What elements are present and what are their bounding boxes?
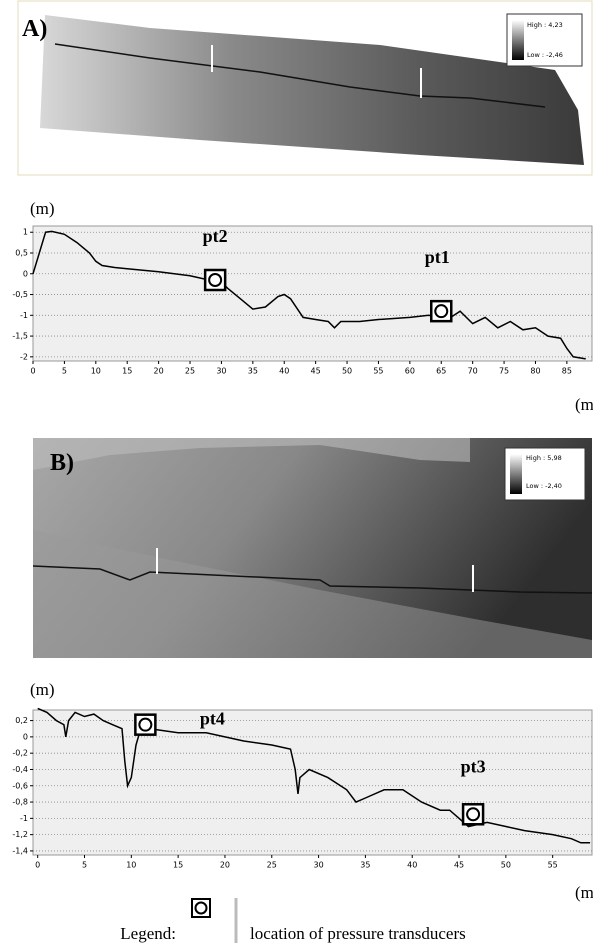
marker-label: pt3 bbox=[461, 756, 486, 776]
y-tick-label: -2 bbox=[20, 352, 28, 361]
transducer-marker-ring bbox=[434, 304, 449, 319]
scale-low: Low : -2,40 bbox=[526, 482, 562, 490]
x-tick-label: 65 bbox=[436, 367, 446, 376]
y-tick-label: -1 bbox=[20, 311, 28, 320]
y-axis-label: (m) bbox=[30, 680, 55, 699]
terrain-relief bbox=[33, 438, 470, 470]
transducer-marker-ring bbox=[138, 717, 153, 732]
y-tick-label: -1,5 bbox=[12, 332, 28, 341]
x-tick-label: 20 bbox=[154, 367, 164, 376]
y-tick-label: -1,2 bbox=[12, 830, 28, 839]
x-tick-label: 40 bbox=[279, 367, 289, 376]
profile-line bbox=[32, 565, 593, 594]
scale-bar bbox=[510, 454, 522, 494]
x-tick-label: 45 bbox=[454, 861, 464, 870]
x-tick-label: 20 bbox=[220, 861, 230, 870]
legend-text: location of pressure transducers bbox=[250, 924, 466, 943]
transducer-marker bbox=[461, 803, 485, 826]
plot-area bbox=[32, 225, 593, 362]
x-tick-label: 45 bbox=[311, 367, 321, 376]
legend-icon bbox=[194, 901, 208, 915]
x-tick-label: 10 bbox=[91, 367, 101, 376]
legend-title: Legend: bbox=[120, 924, 176, 943]
panel-label: A) bbox=[22, 16, 47, 42]
profile-line bbox=[32, 230, 586, 360]
scale-bar bbox=[512, 20, 524, 60]
scale-high: High : 5,98 bbox=[526, 454, 562, 462]
x-tick-label: 10 bbox=[126, 861, 136, 870]
transducer-marker bbox=[430, 299, 453, 323]
y-tick-label: -0,4 bbox=[12, 765, 28, 774]
terrain-relief bbox=[33, 530, 592, 658]
x-tick-label: 5 bbox=[82, 861, 87, 870]
scale-low: Low : -2,46 bbox=[527, 51, 563, 59]
y-tick-label: -0,2 bbox=[12, 749, 28, 758]
x-tick-label: 0 bbox=[35, 861, 40, 870]
x-tick-label: 50 bbox=[501, 861, 511, 870]
transducer-marker bbox=[134, 713, 157, 736]
panel-label: B) bbox=[50, 450, 74, 476]
x-axis-label: (m) bbox=[575, 883, 593, 902]
marker-label: pt2 bbox=[203, 226, 228, 246]
x-tick-label: 60 bbox=[405, 367, 415, 376]
transducer-marker-ring bbox=[466, 807, 481, 822]
x-tick-label: 55 bbox=[373, 367, 383, 376]
marker-label: pt1 bbox=[425, 247, 450, 267]
terrain bbox=[40, 15, 584, 165]
scale-high: High : 4,23 bbox=[527, 21, 563, 29]
x-tick-label: 35 bbox=[360, 861, 370, 870]
y-tick-label: -0,8 bbox=[12, 798, 28, 807]
y-tick-label: 0,2 bbox=[15, 716, 28, 725]
x-tick-label: 30 bbox=[216, 367, 226, 376]
x-tick-label: 25 bbox=[185, 367, 195, 376]
x-tick-label: 50 bbox=[342, 367, 352, 376]
marker-label: pt4 bbox=[200, 709, 225, 729]
y-tick-label: 0 bbox=[23, 269, 28, 278]
transducer-marker-ring bbox=[208, 273, 223, 287]
x-tick-label: 70 bbox=[468, 367, 478, 376]
y-tick-label: -0,6 bbox=[12, 781, 28, 790]
x-tick-label: 5 bbox=[62, 367, 67, 376]
y-tick-label: -1,4 bbox=[12, 846, 28, 855]
y-tick-label: 1 bbox=[23, 228, 28, 237]
x-tick-label: 35 bbox=[248, 367, 258, 376]
x-tick-label: 25 bbox=[267, 861, 277, 870]
transducer-marker bbox=[203, 268, 227, 292]
x-tick-label: 15 bbox=[173, 861, 183, 870]
y-tick-label: -0,5 bbox=[12, 290, 28, 299]
profile-line bbox=[54, 43, 546, 108]
x-tick-label: 85 bbox=[562, 367, 572, 376]
plot-area bbox=[32, 709, 593, 856]
y-axis-label: (m) bbox=[30, 199, 55, 218]
x-tick-label: 55 bbox=[548, 861, 558, 870]
y-tick-label: 0 bbox=[23, 732, 28, 741]
x-tick-label: 80 bbox=[530, 367, 540, 376]
y-tick-label: 0,5 bbox=[15, 249, 28, 258]
x-tick-label: 30 bbox=[313, 861, 323, 870]
x-tick-label: 15 bbox=[122, 367, 132, 376]
y-tick-label: -1 bbox=[20, 814, 28, 823]
x-tick-label: 40 bbox=[407, 861, 417, 870]
x-tick-label: 0 bbox=[30, 367, 35, 376]
x-axis-label: (m) bbox=[575, 395, 593, 414]
x-tick-label: 75 bbox=[499, 367, 509, 376]
